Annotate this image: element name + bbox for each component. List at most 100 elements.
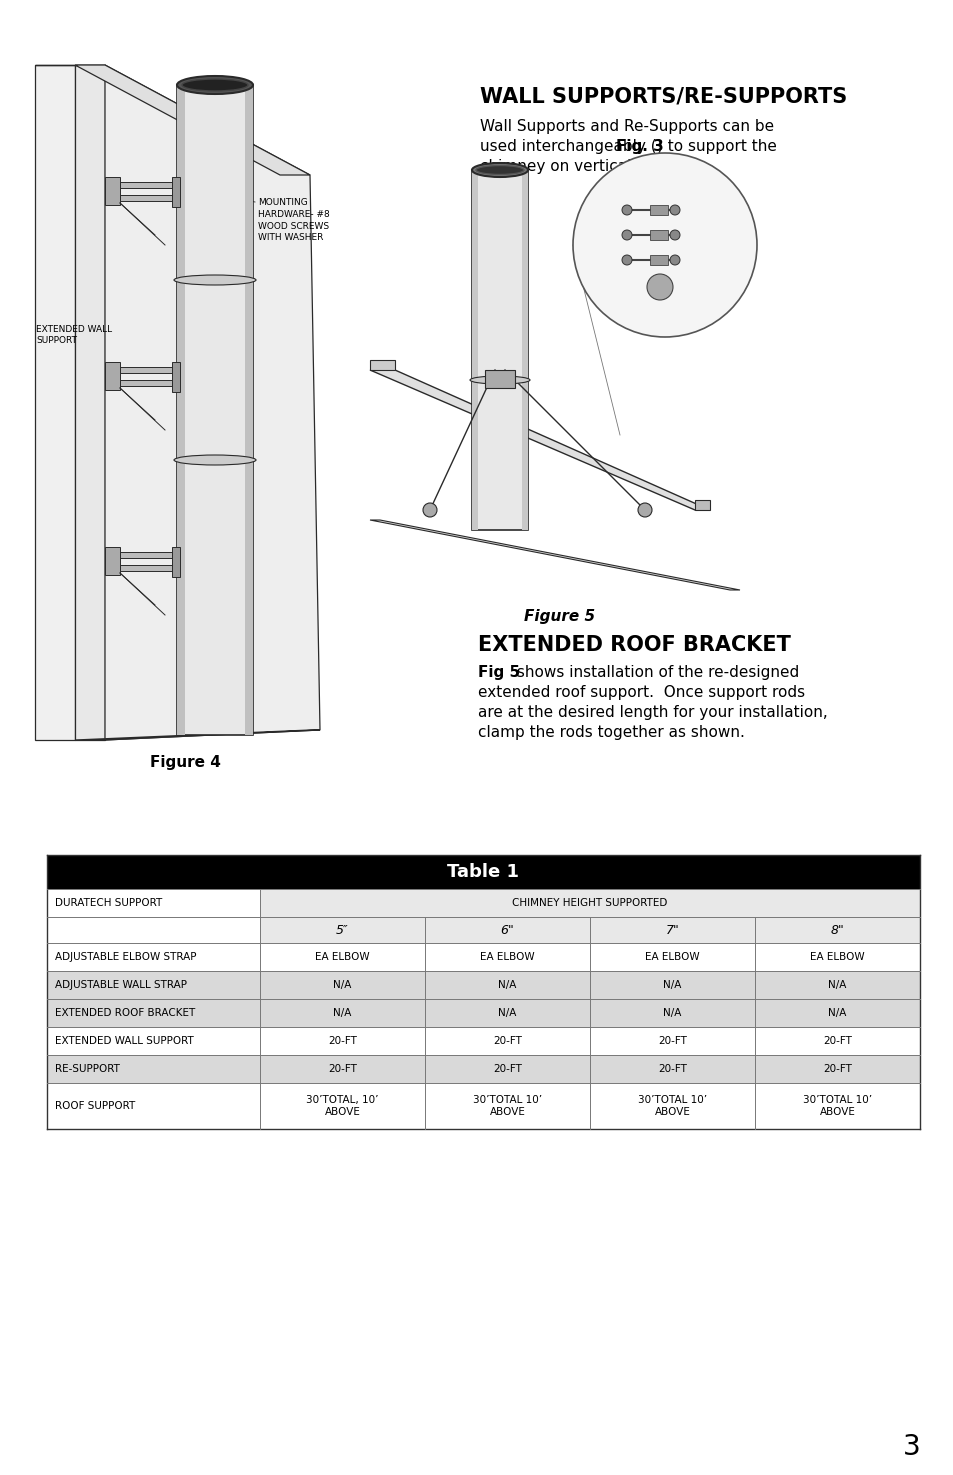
- Ellipse shape: [470, 376, 530, 384]
- Polygon shape: [472, 170, 477, 530]
- Bar: [649, 255, 667, 266]
- Circle shape: [646, 274, 672, 299]
- Text: WALL SUPPORTS/RE-SUPPORTS: WALL SUPPORTS/RE-SUPPORTS: [479, 87, 846, 108]
- Polygon shape: [120, 367, 177, 373]
- Text: ADJUSTABLE ELBOW STRAP: ADJUSTABLE ELBOW STRAP: [55, 951, 196, 962]
- Polygon shape: [370, 370, 709, 510]
- Text: N/A: N/A: [662, 979, 681, 990]
- Text: N/A: N/A: [497, 979, 517, 990]
- Circle shape: [638, 503, 651, 518]
- Text: shows installation of the re-designed: shows installation of the re-designed: [512, 665, 799, 680]
- Text: chimney on vertical runs.: chimney on vertical runs.: [479, 159, 674, 174]
- Text: Fig 5: Fig 5: [477, 665, 519, 680]
- Text: N/A: N/A: [333, 1007, 352, 1018]
- Text: 30’TOTAL 10’
ABOVE: 30’TOTAL 10’ ABOVE: [802, 1094, 871, 1117]
- Polygon shape: [177, 86, 185, 735]
- Polygon shape: [245, 86, 253, 735]
- Text: 20-FT: 20-FT: [493, 1035, 521, 1046]
- Text: 20-FT: 20-FT: [658, 1035, 686, 1046]
- Ellipse shape: [182, 80, 248, 91]
- Text: 30’TOTAL, 10’
ABOVE: 30’TOTAL, 10’ ABOVE: [306, 1094, 378, 1117]
- Polygon shape: [105, 65, 319, 740]
- Ellipse shape: [476, 165, 523, 174]
- Polygon shape: [120, 181, 177, 187]
- Text: 30’TOTAL 10’
ABOVE: 30’TOTAL 10’ ABOVE: [638, 1094, 706, 1117]
- Polygon shape: [120, 552, 177, 558]
- Text: EXTENDED WALL
SUPPORT: EXTENDED WALL SUPPORT: [36, 324, 112, 345]
- Polygon shape: [521, 170, 527, 530]
- Text: Figure 4: Figure 4: [150, 755, 220, 770]
- Text: 8": 8": [830, 923, 843, 937]
- Bar: [47, 971, 919, 999]
- Text: N/A: N/A: [497, 1007, 517, 1018]
- Circle shape: [621, 230, 631, 240]
- Text: EXTENDED ROOF BRACKET: EXTENDED ROOF BRACKET: [55, 1007, 195, 1018]
- Text: clamp the rods together as shown.: clamp the rods together as shown.: [477, 724, 744, 739]
- Text: extended roof support.  Once support rods: extended roof support. Once support rods: [477, 684, 804, 699]
- Text: are at the desired length for your installation,: are at the desired length for your insta…: [477, 705, 827, 720]
- Text: 20-FT: 20-FT: [493, 1063, 521, 1074]
- Text: 3: 3: [902, 1434, 920, 1462]
- Text: ROOF SUPPORT: ROOF SUPPORT: [55, 1100, 135, 1111]
- Polygon shape: [120, 195, 177, 201]
- Polygon shape: [105, 177, 120, 205]
- Polygon shape: [35, 65, 75, 740]
- Circle shape: [669, 255, 679, 266]
- Text: ADJUSTABLE WALL STRAP: ADJUSTABLE WALL STRAP: [55, 979, 187, 990]
- Circle shape: [422, 503, 436, 518]
- Bar: [47, 1055, 919, 1083]
- Bar: [47, 999, 919, 1027]
- Text: EA ELBOW: EA ELBOW: [809, 951, 864, 962]
- Text: EXTENDED WALL SUPPORT: EXTENDED WALL SUPPORT: [55, 1035, 193, 1046]
- Text: EA ELBOW: EA ELBOW: [479, 951, 535, 962]
- Text: N/A: N/A: [827, 1007, 846, 1018]
- Bar: [649, 205, 667, 215]
- Text: Wall Supports and Re-Supports can be: Wall Supports and Re-Supports can be: [479, 119, 773, 134]
- Polygon shape: [177, 86, 253, 735]
- Text: Fig. 3: Fig. 3: [616, 140, 663, 155]
- Text: MOUNTING
HARDWARE- #8
WOOD SCREWS
WITH WASHER: MOUNTING HARDWARE- #8 WOOD SCREWS WITH W…: [257, 198, 330, 242]
- Text: EA ELBOW: EA ELBOW: [314, 951, 370, 962]
- Text: CHIMNEY HEIGHT SUPPORTED: CHIMNEY HEIGHT SUPPORTED: [512, 898, 667, 909]
- Text: EXTENDED ROOF BRACKET: EXTENDED ROOF BRACKET: [477, 636, 790, 655]
- Polygon shape: [105, 547, 120, 575]
- Bar: [260, 917, 919, 943]
- Polygon shape: [75, 65, 105, 740]
- Ellipse shape: [173, 274, 255, 285]
- Bar: [260, 889, 919, 917]
- Text: N/A: N/A: [333, 979, 352, 990]
- Text: N/A: N/A: [827, 979, 846, 990]
- Text: 5″: 5″: [335, 923, 349, 937]
- Polygon shape: [75, 65, 310, 176]
- Polygon shape: [472, 170, 527, 530]
- Ellipse shape: [472, 164, 527, 177]
- Circle shape: [621, 205, 631, 215]
- Ellipse shape: [173, 454, 255, 465]
- Ellipse shape: [177, 77, 253, 94]
- Polygon shape: [120, 381, 177, 386]
- Text: EA ELBOW: EA ELBOW: [644, 951, 700, 962]
- Bar: [484, 370, 515, 388]
- Text: ) to support the: ) to support the: [657, 140, 777, 155]
- Polygon shape: [172, 177, 180, 207]
- Polygon shape: [370, 521, 740, 590]
- Text: DURATECH SUPPORT: DURATECH SUPPORT: [55, 898, 162, 909]
- Circle shape: [621, 255, 631, 266]
- Polygon shape: [75, 730, 319, 740]
- Text: Figure 5: Figure 5: [524, 609, 595, 624]
- Text: 20-FT: 20-FT: [822, 1035, 851, 1046]
- Polygon shape: [105, 361, 120, 389]
- Polygon shape: [695, 500, 709, 510]
- Text: used interchangeably (: used interchangeably (: [479, 140, 656, 155]
- Polygon shape: [120, 565, 177, 571]
- Text: 20-FT: 20-FT: [822, 1063, 851, 1074]
- Text: 7": 7": [665, 923, 679, 937]
- Text: 20-FT: 20-FT: [328, 1063, 356, 1074]
- Text: RE-SUPPORT: RE-SUPPORT: [55, 1063, 120, 1074]
- Text: 20-FT: 20-FT: [328, 1035, 356, 1046]
- Text: 6": 6": [500, 923, 514, 937]
- Text: 30’TOTAL 10’
ABOVE: 30’TOTAL 10’ ABOVE: [473, 1094, 541, 1117]
- Text: N/A: N/A: [662, 1007, 681, 1018]
- Polygon shape: [370, 360, 395, 370]
- Bar: [649, 230, 667, 240]
